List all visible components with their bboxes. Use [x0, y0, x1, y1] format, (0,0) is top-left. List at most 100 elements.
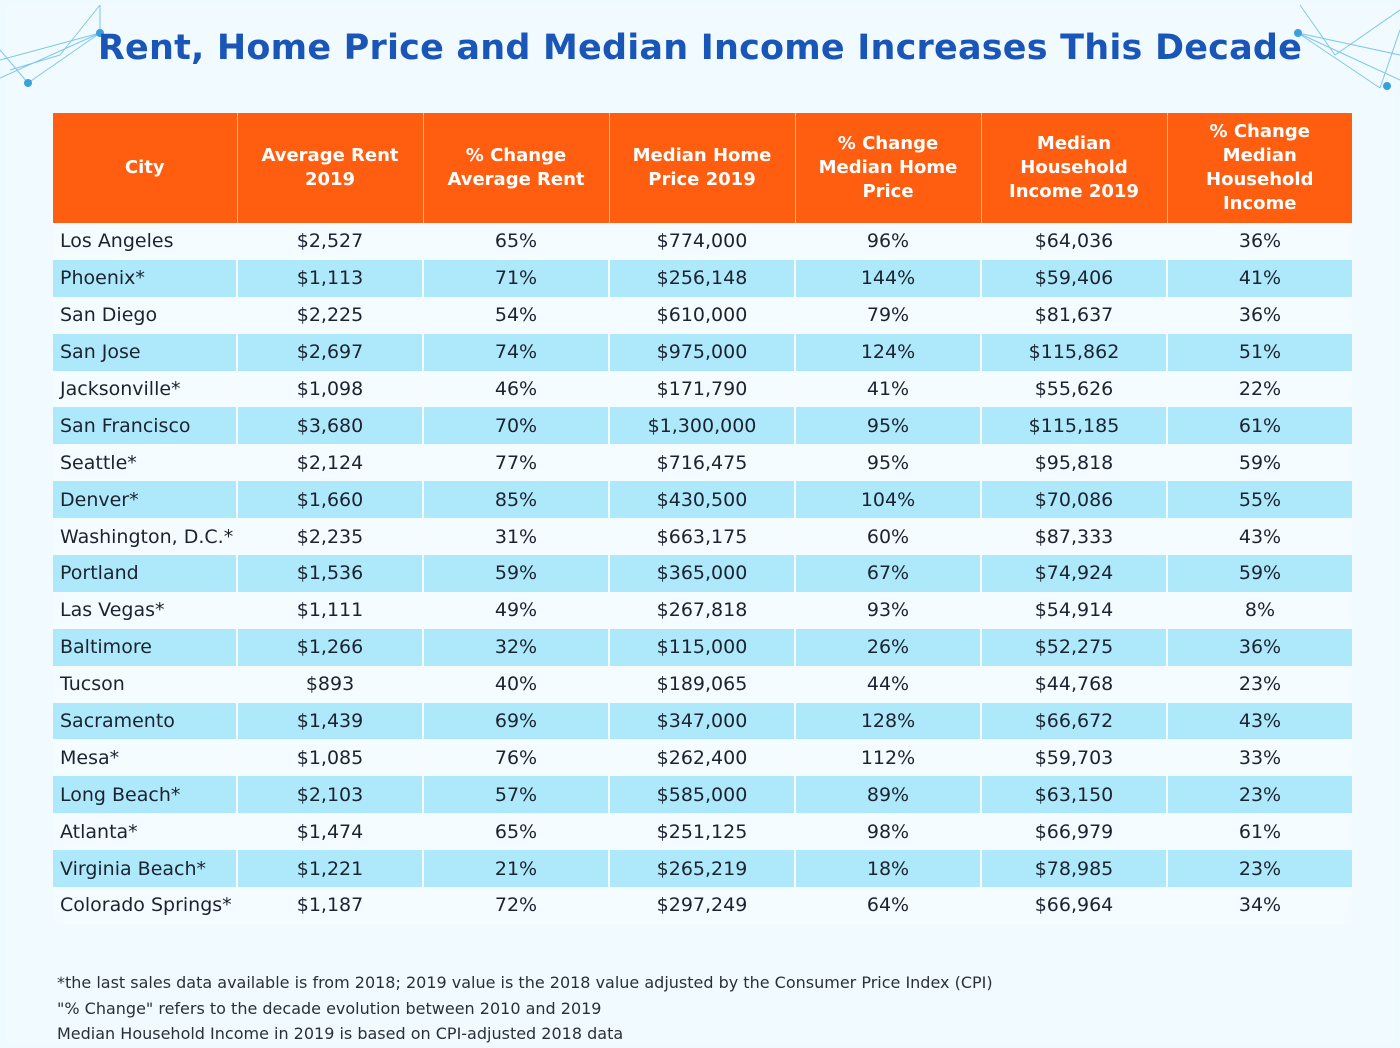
cell-city: Las Vegas* — [53, 591, 237, 629]
cell-home-price-change: 95% — [794, 407, 981, 445]
cell-home-price: $975,000 — [608, 333, 795, 371]
cell-home-price-change: 124% — [794, 333, 981, 371]
table-row: Washington, D.C.* $2,235 31% $663,175 60% $87… — [53, 518, 1352, 556]
table-row: Atlanta* $1,474 65% $251,125 98% $66,979 61% — [53, 813, 1352, 851]
cell-income-change: 55% — [1166, 481, 1352, 519]
cell-city: Virginia Beach* — [53, 850, 237, 888]
cell-home-price-change: 98% — [794, 813, 981, 851]
cell-home-price-change: 128% — [794, 702, 981, 740]
cell-home-price: $297,249 — [608, 887, 795, 924]
cell-household-income: $115,185 — [980, 407, 1167, 445]
footnotes: *the last sales data available is from 2… — [57, 970, 993, 1047]
cell-rent-change: 49% — [422, 591, 609, 629]
table-row: Las Vegas* $1,111 49% $267,818 93% $54,914 8% — [53, 591, 1352, 629]
table-row: Long Beach* $2,103 57% $585,000 89% $63,150 23… — [53, 776, 1352, 814]
cell-home-price-change: 96% — [794, 223, 981, 260]
cell-city: Sacramento — [53, 702, 237, 740]
column-header-home-price-change: % Change Median Home Price — [795, 113, 982, 223]
cell-income-change: 34% — [1166, 887, 1352, 924]
cell-home-price: $1,300,000 — [608, 407, 795, 445]
cell-rent-change: 31% — [422, 518, 609, 556]
cell-average-rent: $2,225 — [236, 296, 423, 334]
table-body: Los Angeles $2,527 65% $774,000 96% $64,036 36… — [53, 223, 1352, 924]
cell-home-price: $365,000 — [608, 555, 795, 592]
cell-average-rent: $1,474 — [236, 813, 423, 851]
cell-rent-change: 77% — [422, 444, 609, 482]
cell-average-rent: $1,439 — [236, 702, 423, 740]
cell-income-change: 43% — [1166, 702, 1352, 740]
cell-rent-change: 76% — [422, 739, 609, 777]
cell-home-price: $663,175 — [608, 518, 795, 556]
cell-average-rent: $1,113 — [236, 259, 423, 297]
cell-income-change: 59% — [1166, 555, 1352, 592]
cell-household-income: $55,626 — [980, 370, 1167, 408]
cell-average-rent: $2,235 — [236, 518, 423, 556]
cell-rent-change: 57% — [422, 776, 609, 814]
cell-home-price: $347,000 — [608, 702, 795, 740]
cell-average-rent: $2,103 — [236, 776, 423, 814]
cell-rent-change: 59% — [422, 555, 609, 592]
cell-home-price: $265,219 — [608, 850, 795, 888]
cell-rent-change: 65% — [422, 223, 609, 260]
table-row: San Jose $2,697 74% $975,000 124% $115,862 51% — [53, 333, 1352, 371]
cell-household-income: $87,333 — [980, 518, 1167, 556]
cell-household-income: $66,964 — [980, 887, 1167, 924]
cell-household-income: $59,406 — [980, 259, 1167, 297]
cell-income-change: 43% — [1166, 518, 1352, 556]
cell-rent-change: 54% — [422, 296, 609, 334]
cell-home-price-change: 93% — [794, 591, 981, 629]
cell-rent-change: 69% — [422, 702, 609, 740]
column-header-home-price: Median Home Price 2019 — [609, 113, 796, 223]
cell-home-price-change: 41% — [794, 370, 981, 408]
cell-home-price-change: 64% — [794, 887, 981, 924]
cell-household-income: $59,703 — [980, 739, 1167, 777]
cell-city: Phoenix* — [53, 259, 237, 297]
cell-home-price-change: 18% — [794, 850, 981, 888]
cell-home-price-change: 104% — [794, 481, 981, 519]
page-title: Rent, Home Price and Median Income Incre… — [97, 28, 1303, 68]
cell-home-price: $267,818 — [608, 591, 795, 629]
column-header-city: City — [53, 113, 238, 223]
cell-average-rent: $2,124 — [236, 444, 423, 482]
cell-average-rent: $2,697 — [236, 333, 423, 371]
table-row: Portland $1,536 59% $365,000 67% $74,924 59% — [53, 555, 1352, 592]
cell-income-change: 36% — [1166, 628, 1352, 666]
table-row: Baltimore $1,266 32% $115,000 26% $52,275 36% — [53, 628, 1352, 666]
cell-city: Denver* — [53, 481, 237, 519]
cell-rent-change: 70% — [422, 407, 609, 445]
table-row: Jacksonville* $1,098 46% $171,790 41% $55,626… — [53, 370, 1352, 408]
cell-rent-change: 46% — [422, 370, 609, 408]
cell-rent-change: 72% — [422, 887, 609, 924]
cell-income-change: 8% — [1166, 591, 1352, 629]
cell-rent-change: 40% — [422, 665, 609, 703]
cell-rent-change: 71% — [422, 259, 609, 297]
cell-household-income: $95,818 — [980, 444, 1167, 482]
cell-home-price: $115,000 — [608, 628, 795, 666]
table-row: Tucson $893 40% $189,065 44% $44,768 23% — [53, 665, 1352, 703]
cell-household-income: $81,637 — [980, 296, 1167, 334]
footnote: "% Change" refers to the decade evolutio… — [57, 998, 602, 1018]
cell-household-income: $54,914 — [980, 591, 1167, 629]
table-row: Phoenix* $1,113 71% $256,148 144% $59,406 41% — [53, 259, 1352, 297]
cell-rent-change: 65% — [422, 813, 609, 851]
cell-average-rent: $2,527 — [236, 223, 423, 260]
cell-income-change: 36% — [1166, 223, 1352, 260]
cell-household-income: $63,150 — [980, 776, 1167, 814]
cell-home-price: $774,000 — [608, 223, 795, 260]
cell-city: Mesa* — [53, 739, 237, 777]
cell-home-price: $262,400 — [608, 739, 795, 777]
cell-rent-change: 85% — [422, 481, 609, 519]
cell-income-change: 33% — [1166, 739, 1352, 777]
cell-average-rent: $1,085 — [236, 739, 423, 777]
table-row: Sacramento $1,439 69% $347,000 128% $66,672 43… — [53, 702, 1352, 740]
cell-city: Colorado Springs* — [53, 887, 237, 924]
table-row: Seattle* $2,124 77% $716,475 95% $95,818 59% — [53, 444, 1352, 482]
cell-home-price: $256,148 — [608, 259, 795, 297]
footnote: Median Household Income in 2019 is based… — [57, 1024, 624, 1043]
cell-income-change: 22% — [1166, 370, 1352, 408]
column-header-household-income: Median Household Income 2019 — [981, 113, 1168, 223]
table-row: San Francisco $3,680 70% $1,300,000 95% $115,… — [53, 407, 1352, 445]
cell-average-rent: $1,266 — [236, 628, 423, 666]
table-row: San Diego $2,225 54% $610,000 79% $81,637 36% — [53, 296, 1352, 334]
cell-city: Atlanta* — [53, 813, 237, 851]
